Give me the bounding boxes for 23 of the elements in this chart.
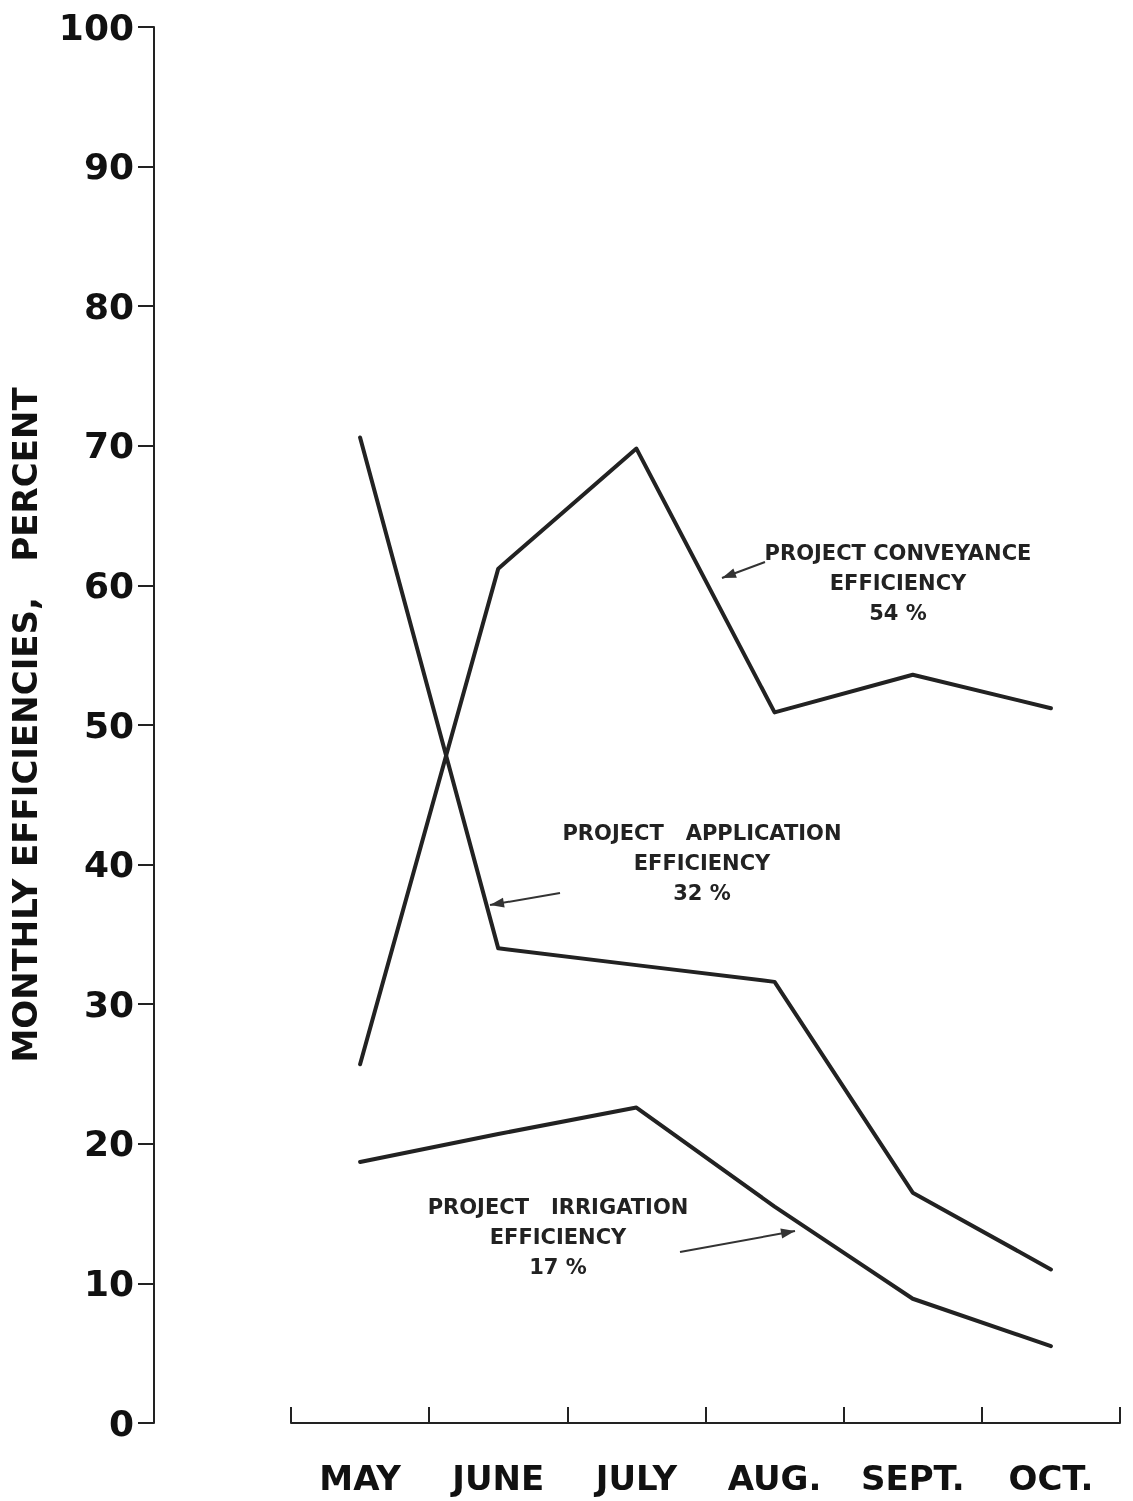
x-tick-label: SEPT. <box>860 1458 965 1498</box>
y-tick-label: 10 <box>83 1262 134 1304</box>
annotation: PROJECT CONVEYANCE EFFICIENCY 54 % <box>764 541 1032 625</box>
line-series <box>358 1105 1053 1349</box>
y-tick-label: 60 <box>83 564 134 606</box>
x-tick-label: JULY <box>593 1458 678 1498</box>
y-tick-label: 100 <box>58 6 134 48</box>
x-tick-label: JUNE <box>450 1458 545 1498</box>
y-tick-label: 0 <box>108 1402 134 1444</box>
y-tick-label: 50 <box>83 704 134 746</box>
y-tick-label: 70 <box>83 425 134 467</box>
annotation: PROJECT APPLICATION EFFICIENCY 32 % <box>562 821 842 905</box>
y-tick-label: 80 <box>83 285 134 327</box>
y-axis-title: MONTHLY EFFICIENCIES, PERCENT <box>5 386 45 1063</box>
x-tick-label: AUG. <box>727 1458 822 1498</box>
annotation: PROJECT IRRIGATION EFFICIENCY 17 % <box>427 1195 689 1279</box>
y-tick-label: 90 <box>83 146 134 188</box>
x-tick-label: OCT. <box>1008 1458 1094 1498</box>
x-tick-label: MAY <box>319 1458 402 1498</box>
y-tick-label: 40 <box>83 844 134 886</box>
y-tick-label: 30 <box>83 983 134 1025</box>
line-series <box>358 435 1053 1272</box>
y-tick-label: 20 <box>83 1123 134 1165</box>
